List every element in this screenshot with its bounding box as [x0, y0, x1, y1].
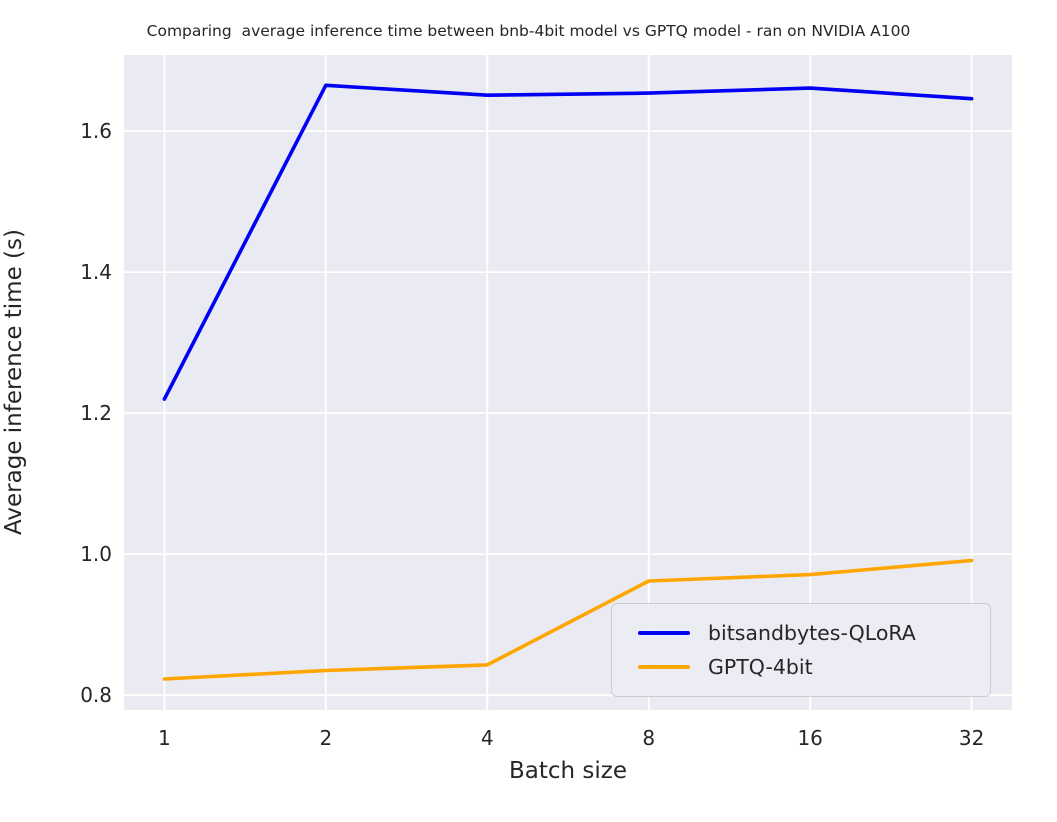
legend-label: bitsandbytes-QLoRA [708, 621, 916, 645]
legend-line-swatch-blue [638, 631, 690, 635]
x-tick-label: 2 [319, 726, 333, 750]
y-tick-label: 1.2 [80, 401, 112, 426]
legend-item: bitsandbytes-QLoRA [612, 621, 990, 645]
y-tick-label: 0.8 [80, 683, 112, 708]
x-tick-label: 16 [797, 726, 823, 750]
y-tick-label: 1.4 [80, 260, 112, 285]
y-tick-label: 1.0 [80, 542, 112, 567]
series-line-bitsandbytes-QLoRA [162, 83, 974, 401]
y-tick-label: 1.6 [80, 119, 112, 144]
y-axis-label-text: Average inference time (s) [1, 229, 27, 535]
x-axis-label: Batch size [508, 758, 628, 784]
x-tick-label: 4 [480, 726, 494, 750]
chart-title: Comparing average inference time between… [146, 22, 911, 40]
legend-item: GPTQ-4bit [612, 655, 990, 679]
series-line-GPTQ-4bit [162, 558, 974, 681]
legend-label: GPTQ-4bit [708, 655, 813, 679]
legend: bitsandbytes-QLoRA GPTQ-4bit [611, 603, 991, 697]
x-tick-label: 8 [642, 726, 656, 750]
x-tick-label: 32 [958, 726, 985, 750]
legend-line-swatch-orange [638, 665, 690, 669]
plot-background [124, 55, 1012, 710]
x-tick-label: 1 [157, 726, 171, 750]
